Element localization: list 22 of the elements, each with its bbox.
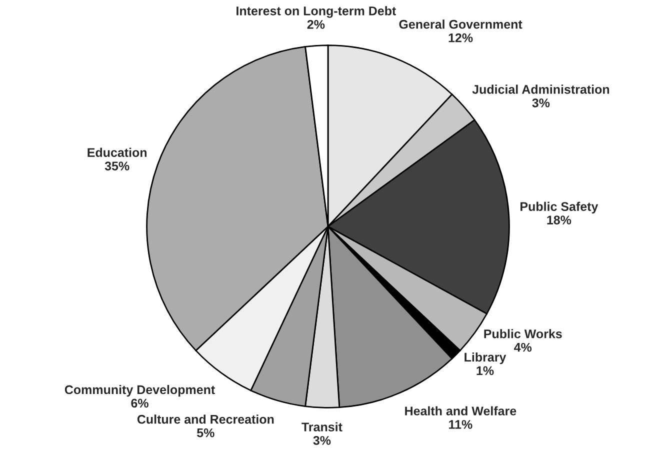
data-label: 4% bbox=[514, 342, 532, 352]
data-label: 35% bbox=[104, 162, 130, 170]
slice-label: Transit bbox=[302, 422, 342, 432]
data-label: 6% bbox=[131, 398, 148, 408]
slice-label: Culture and Recreation bbox=[137, 414, 274, 424]
slice-label: Judicial Administration bbox=[472, 84, 610, 94]
slice-label: General Government bbox=[399, 20, 522, 29]
data-label: 5% bbox=[197, 428, 214, 438]
slice-label: Interest on Long-term Debt bbox=[236, 6, 396, 18]
data-label: 3% bbox=[313, 436, 331, 445]
data-label: 12% bbox=[448, 33, 473, 42]
slice-label: Health and Welfare bbox=[405, 406, 516, 416]
data-label: 3% bbox=[532, 98, 550, 108]
slice-label: Education bbox=[88, 148, 147, 157]
data-label: 18% bbox=[547, 216, 572, 224]
data-label: 1% bbox=[476, 366, 494, 376]
data-label: 2% bbox=[307, 20, 325, 29]
slice-label: Library bbox=[464, 352, 506, 364]
slice-label: Public Safety bbox=[520, 202, 598, 214]
slice-label: Community Development bbox=[64, 384, 215, 397]
data-label: 11% bbox=[449, 420, 472, 429]
slice-label: Public Works bbox=[484, 329, 562, 338]
